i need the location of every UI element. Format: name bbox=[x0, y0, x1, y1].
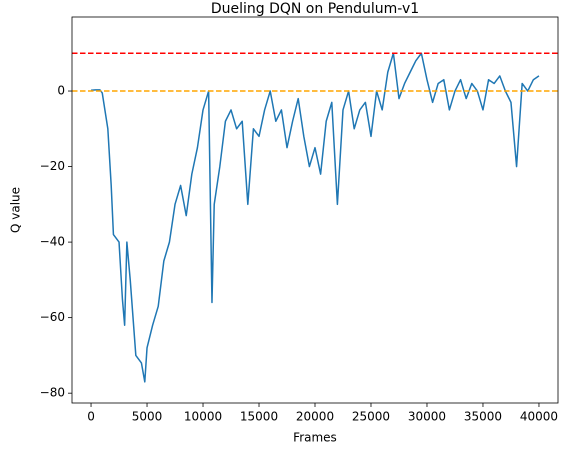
y-tick-label: −20 bbox=[40, 159, 65, 173]
x-tick-label: 40000 bbox=[520, 410, 558, 424]
x-tick-label: 15000 bbox=[240, 410, 278, 424]
x-tick-label: 30000 bbox=[408, 410, 446, 424]
x-tick-label: 20000 bbox=[296, 410, 334, 424]
chart-title: Dueling DQN on Pendulum-v1 bbox=[211, 1, 419, 17]
y-axis-label: Q value bbox=[9, 187, 23, 233]
y-tick-label: 0 bbox=[57, 84, 65, 98]
y-tick-label: −40 bbox=[40, 235, 65, 249]
x-tick-label: 0 bbox=[87, 410, 95, 424]
x-tick-label: 35000 bbox=[464, 410, 502, 424]
x-tick-label: 10000 bbox=[184, 410, 222, 424]
data-line bbox=[90, 52, 540, 383]
x-axis-label: Frames bbox=[293, 431, 337, 445]
y-tick-label: −80 bbox=[40, 386, 65, 400]
x-tick-label: 5000 bbox=[132, 410, 163, 424]
y-tick-label: −60 bbox=[40, 310, 65, 324]
plot-frame bbox=[71, 16, 559, 404]
x-tick-label: 25000 bbox=[352, 410, 390, 424]
